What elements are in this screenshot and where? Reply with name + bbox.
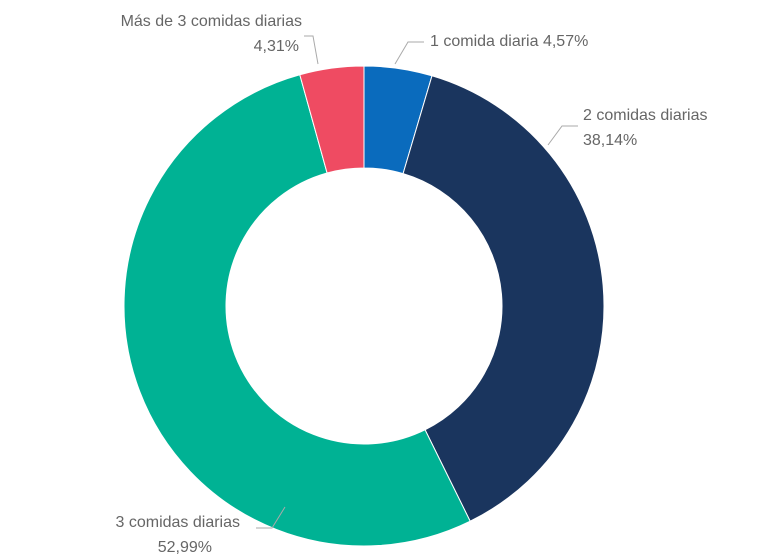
value-label: 38,14% xyxy=(583,132,637,149)
category-label: 2 comidas diarias xyxy=(583,107,708,124)
donut-slice xyxy=(123,74,471,547)
category-label: 3 comidas diarias xyxy=(116,514,241,531)
donut-slice xyxy=(299,65,365,174)
leader-line xyxy=(304,35,319,65)
category-label: 1 comida diaria xyxy=(430,33,539,50)
leader-line xyxy=(256,506,286,529)
slice-label: 1 comida diaria 4,57% xyxy=(430,33,588,50)
value-label: 4,57% xyxy=(543,33,588,50)
value-label: 52,99% xyxy=(158,539,212,556)
leader-line xyxy=(394,41,424,65)
leader-line xyxy=(547,125,578,146)
value-label: 4,31% xyxy=(254,38,299,55)
donut-slice xyxy=(402,75,605,522)
category-label: Más de 3 comidas diarias xyxy=(121,13,302,30)
